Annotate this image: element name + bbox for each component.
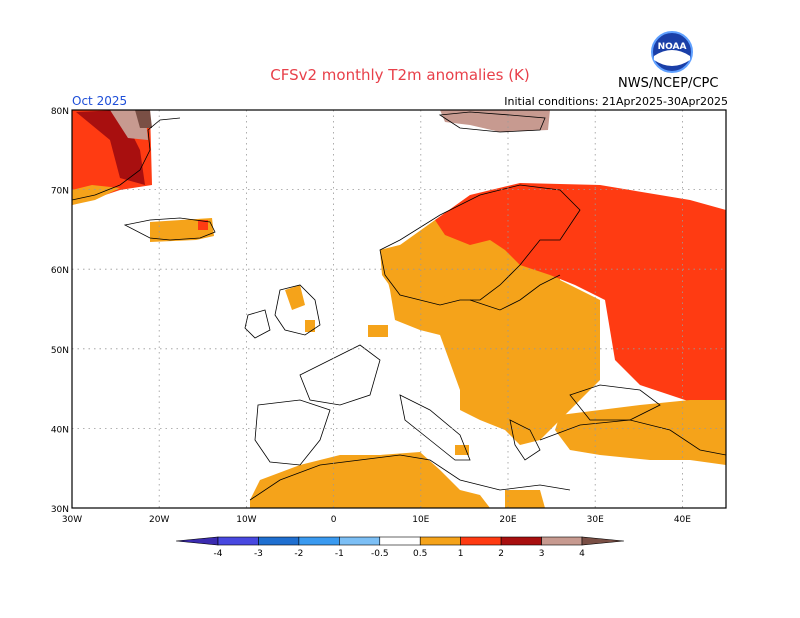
colorbar-tick-label: -4 — [214, 549, 223, 559]
colorbar-max-arrow — [581, 536, 625, 546]
colorbar-segment — [298, 536, 340, 546]
lat-tick-label: 50N — [51, 346, 69, 356]
initial-conditions-label: Initial conditions: 21Apr2025-30Apr2025 — [504, 95, 728, 108]
lon-tick-label: 10W — [236, 515, 256, 525]
coast-black-sea — [569, 384, 661, 421]
lon-tick-label: 0 — [331, 515, 337, 525]
lon-tick-label: 20W — [149, 515, 169, 525]
colorbar-tick-label: 3 — [539, 549, 545, 559]
colorbar-tick-label: -2 — [294, 549, 303, 559]
svg-text:NOAA: NOAA — [658, 42, 687, 52]
coast-north-africa — [249, 454, 571, 501]
lon-tick-label: 30E — [587, 515, 604, 525]
latitude-labels: 80N 70N 60N 50N 40N 30N — [51, 107, 69, 515]
longitude-labels: 30W 20W 10W 0 10E 20E 30E 40E — [62, 515, 691, 525]
agency-label: NWS/NCEP/CPC — [618, 76, 719, 91]
anomaly-shading — [72, 110, 726, 508]
noaa-logo-icon: NOAA — [651, 31, 693, 73]
colorbar-tick-label: 2 — [498, 549, 504, 559]
colorbar-segment — [500, 536, 542, 546]
colorbar-tick-label: -0.5 — [371, 549, 389, 559]
colorbar-segment — [217, 536, 259, 546]
coast-iberia — [254, 399, 331, 466]
colorbar-segment — [460, 536, 502, 546]
colorbar-tick-label: 4 — [579, 549, 585, 559]
lat-tick-label: 70N — [51, 187, 69, 197]
lon-tick-label: 40E — [674, 515, 691, 525]
region-turkey-05k — [555, 400, 726, 465]
colorbar-segment — [419, 536, 461, 546]
lon-tick-label: 10E — [412, 515, 429, 525]
coast-uk — [274, 284, 321, 336]
coast-france — [299, 344, 381, 406]
coastlines — [71, 111, 727, 501]
colorbar: -4 -3 -2 -1 -0.5 0.5 1 2 3 4 — [175, 536, 625, 559]
colorbar-tick-label: -1 — [335, 549, 344, 559]
colorbar-segment — [379, 536, 421, 546]
lon-tick-label: 30W — [62, 515, 82, 525]
map-frame — [71, 109, 727, 509]
region-north-africa-05k — [250, 452, 490, 508]
colorbar-tick-label: 0.5 — [413, 549, 427, 559]
region-libya-05k — [505, 490, 545, 508]
colorbar-segment — [258, 536, 300, 546]
coast-iceland — [123, 217, 216, 241]
colorbar-min-arrow — [175, 536, 219, 546]
colorbar-tick-label: -3 — [254, 549, 263, 559]
valid-month-label: Oct 2025 — [72, 94, 128, 108]
region-scandinavia-1k — [435, 183, 726, 410]
colorbar-segment — [541, 536, 583, 546]
map-title: CFSv2 monthly T2m anomalies (K) — [270, 66, 530, 84]
lon-tick-label: 20E — [499, 515, 516, 525]
coast-italy — [399, 394, 471, 461]
coast-greece — [509, 419, 541, 461]
coast-scandinavia — [379, 184, 581, 306]
coast-baltic — [469, 274, 561, 311]
region-greenland-4k — [135, 110, 152, 128]
coast-greenland — [71, 117, 181, 201]
colorbar-tick-label: 1 — [458, 549, 464, 559]
lat-tick-label: 60N — [51, 266, 69, 276]
coast-svalbard — [438, 111, 546, 133]
colorbar-segment — [339, 536, 381, 546]
lat-tick-label: 30N — [51, 505, 69, 515]
region-uk-05k — [285, 285, 305, 310]
lat-tick-label: 80N — [51, 107, 69, 117]
coast-ireland — [244, 309, 271, 339]
coast-turkey — [539, 419, 727, 456]
lat-tick-label: 40N — [51, 425, 69, 435]
region-svalbard-3k — [440, 110, 550, 132]
map-gridlines — [72, 110, 726, 508]
